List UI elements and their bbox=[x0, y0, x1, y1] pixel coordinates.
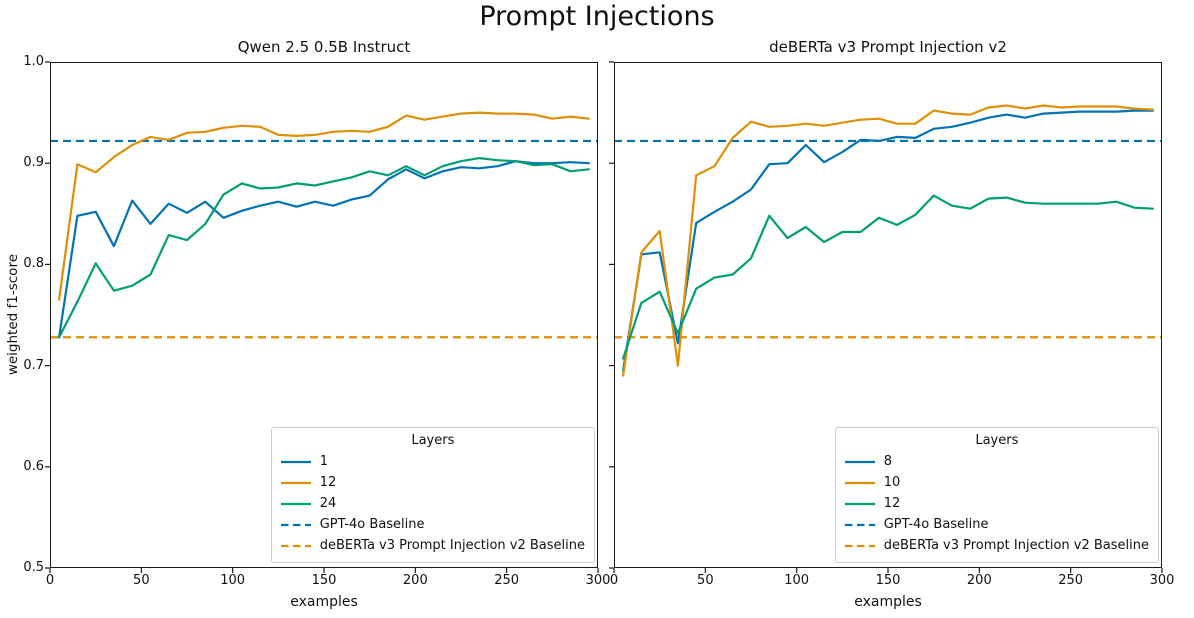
legend-line-sample bbox=[844, 544, 875, 547]
x-tick-label: 50 bbox=[133, 573, 150, 588]
subplot-title: Qwen 2.5 0.5B Instruct bbox=[237, 38, 411, 56]
legend-item-label: 24 bbox=[319, 496, 337, 511]
legend-item-label: 10 bbox=[883, 475, 901, 490]
y-tick-label: 0.6 bbox=[23, 458, 44, 474]
x-axis-ticks: 0 50 100 150 200 250 300 bbox=[46, 573, 611, 591]
x-tick-label: 250 bbox=[1058, 573, 1084, 588]
legend: Layers 1 12 24 GPT-4o Baseline deBERTa v3 Pr… bbox=[270, 427, 595, 563]
x-tick-label: 100 bbox=[784, 573, 810, 588]
y-axis-ticks: 0.5 0.6 0.7 0.8 0.9 1.0 bbox=[8, 54, 44, 575]
plot-frame bbox=[50, 62, 598, 568]
x-tick-label: 250 bbox=[494, 573, 520, 588]
legend-line-sample bbox=[844, 523, 875, 526]
x-tick-label: 150 bbox=[875, 573, 901, 588]
y-axis-label-wrap: weighted f1-score bbox=[4, 62, 22, 568]
legend-item: 24 bbox=[280, 493, 585, 514]
y-axis-label: weighted f1-score bbox=[5, 254, 21, 376]
legend-line-sample bbox=[280, 481, 311, 484]
legend-item-label: 12 bbox=[883, 496, 901, 511]
legend-title: Layers bbox=[975, 433, 1019, 448]
legend-line-sample bbox=[280, 460, 311, 463]
series-line-1 bbox=[58, 160, 591, 339]
legend-item: deBERTa v3 Prompt Injection v2 Baseline bbox=[844, 535, 1149, 556]
legend-line-sample bbox=[844, 502, 875, 505]
y-tick-label: 0.7 bbox=[23, 357, 44, 373]
legend-line-sample bbox=[844, 481, 875, 484]
x-axis-label: examples bbox=[854, 594, 922, 610]
legend-item: deBERTa v3 Prompt Injection v2 Baseline bbox=[280, 535, 585, 556]
legend-line-sample bbox=[280, 523, 311, 526]
legend-item: 10 bbox=[844, 472, 1149, 493]
legend-item-label: 8 bbox=[883, 454, 892, 469]
x-tick-label: 150 bbox=[311, 573, 337, 588]
legend-item: 12 bbox=[844, 493, 1149, 514]
y-tick-label: 0.8 bbox=[23, 256, 44, 272]
series-line-12 bbox=[58, 111, 591, 301]
x-tick-label: 0 bbox=[45, 573, 55, 588]
plot-frame bbox=[614, 62, 1162, 568]
legend-item-label: 1 bbox=[319, 454, 328, 469]
x-tick-label: 200 bbox=[966, 573, 992, 588]
x-axis-ticks: 0 50 100 150 200 250 300 bbox=[610, 573, 1175, 591]
series-line-8 bbox=[622, 109, 1155, 372]
y-tick-label: 0.5 bbox=[23, 560, 44, 575]
x-tick-label: 50 bbox=[697, 573, 714, 588]
legend-line-sample bbox=[280, 544, 311, 547]
legend-title: Layers bbox=[411, 433, 455, 448]
legend: Layers 8 10 12 GPT-4o Baseline deBERTa v3 Pr… bbox=[834, 427, 1159, 563]
x-tick-label: 200 bbox=[402, 573, 428, 588]
legend-item-label: deBERTa v3 Prompt Injection v2 Baseline bbox=[883, 538, 1149, 553]
legend-line-sample bbox=[844, 460, 875, 463]
series-line-24 bbox=[58, 156, 591, 339]
legend-item-label: 12 bbox=[319, 475, 337, 490]
series-line-12 bbox=[622, 194, 1155, 360]
subplot-title: deBERTa v3 Prompt Injection v2 bbox=[769, 38, 1007, 56]
figure-title: Prompt Injections bbox=[479, 1, 715, 32]
x-tick-label: 300 bbox=[585, 573, 611, 588]
x-tick-label: 100 bbox=[220, 573, 246, 588]
x-axis-label: examples bbox=[290, 594, 358, 610]
legend-item: 8 bbox=[844, 451, 1149, 472]
plot-area bbox=[609, 61, 1163, 573]
y-tick-label: 1.0 bbox=[23, 54, 44, 69]
legend-item: GPT-4o Baseline bbox=[280, 514, 585, 535]
legend-item: GPT-4o Baseline bbox=[844, 514, 1149, 535]
plot-area bbox=[45, 61, 599, 573]
legend-item: 12 bbox=[280, 472, 585, 493]
x-tick-label: 0 bbox=[609, 573, 619, 588]
legend-item-label: GPT-4o Baseline bbox=[319, 517, 425, 532]
y-tick-label: 0.9 bbox=[23, 155, 44, 171]
legend-item-label: GPT-4o Baseline bbox=[883, 517, 989, 532]
legend-item: 1 bbox=[280, 451, 585, 472]
legend-item-label: deBERTa v3 Prompt Injection v2 Baseline bbox=[319, 538, 585, 553]
x-tick-label: 300 bbox=[1149, 573, 1175, 588]
legend-line-sample bbox=[280, 502, 311, 505]
series-line-10 bbox=[622, 104, 1155, 377]
